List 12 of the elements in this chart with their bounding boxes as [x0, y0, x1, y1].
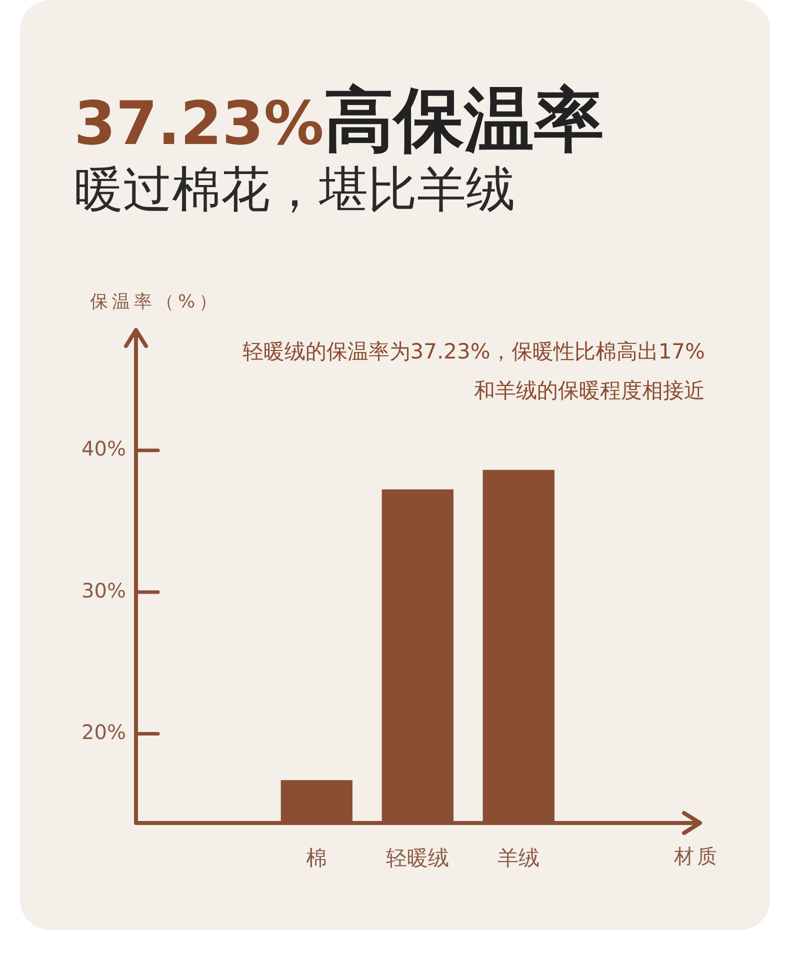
y-tick-label: 40%: [82, 436, 126, 461]
y-axis-title: 保温率（%）: [90, 292, 222, 313]
annotation: 和羊绒的保暖程度相接近: [474, 378, 705, 402]
chart-subtitle: 暖过棉花，堪比羊绒: [74, 161, 515, 218]
chart-title: 37.23%高保温率: [74, 79, 604, 161]
annotation: 轻暖绒的保温率为37.23%，保暖性比棉高出17%: [242, 339, 705, 364]
text: 材质: [673, 844, 720, 868]
y-tick-label: 30%: [82, 578, 126, 602]
y-tick-label: 20%: [82, 720, 126, 744]
x-tick-label: 棉: [306, 846, 328, 870]
x-tick-label: 羊绒: [498, 846, 540, 870]
x-tick-label: 轻暖绒: [386, 846, 450, 870]
